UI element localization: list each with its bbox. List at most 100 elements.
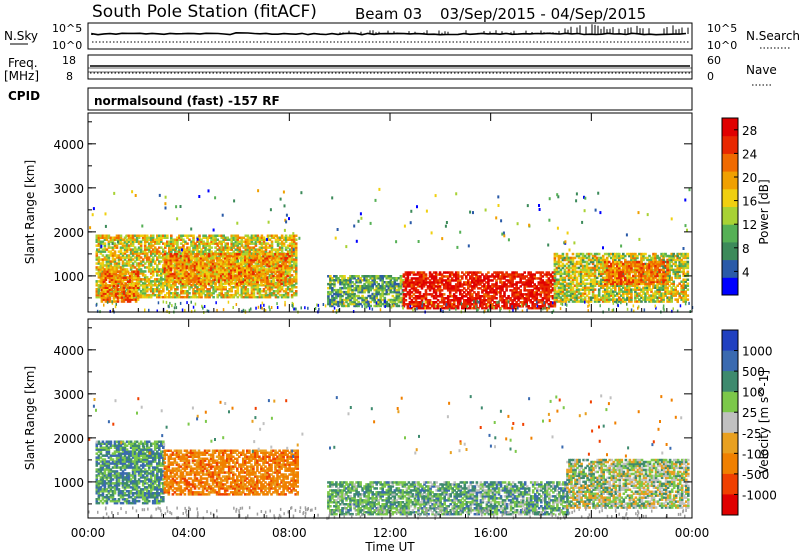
heatmap-cell: [515, 293, 518, 296]
heatmap-cell: [106, 294, 110, 297]
heatmap-cell: [190, 244, 193, 247]
heatmap-cell: [430, 275, 434, 278]
heatmap-cell: [567, 286, 571, 289]
heatmap-cell: [219, 260, 223, 264]
heatmap-cell: [139, 262, 143, 265]
heatmap-cell: [127, 260, 131, 263]
heatmap-cell: [97, 293, 101, 297]
heatmap-cell: [104, 272, 108, 276]
heatmap-cell: [511, 279, 514, 282]
heatmap-cell: [112, 284, 116, 287]
heatmap-cell: [430, 285, 434, 288]
heatmap-cell: [539, 277, 543, 280]
heatmap-cell: [515, 303, 518, 306]
heatmap-cell: [260, 262, 263, 266]
heatmap-cell: [130, 272, 134, 276]
heatmap-cell: [151, 284, 155, 287]
heatmap-cell: [525, 285, 528, 288]
heatmap-cell: [149, 236, 153, 239]
heatmap-cell: [204, 256, 207, 259]
heatmap-cell: [553, 258, 557, 262]
heatmap-cell: [234, 286, 238, 289]
heatmap-cell: [193, 260, 197, 264]
heatmap-cell: [158, 246, 161, 249]
heatmap-cell: [186, 250, 189, 253]
heatmap-cell: [119, 258, 123, 261]
heatmap-cell: [280, 257, 283, 260]
heatmap-cell: [369, 304, 372, 308]
heatmap-cell: [418, 297, 422, 300]
heatmap-cell: [473, 306, 476, 310]
heatmap-cell: [173, 276, 177, 280]
heatmap-cell: [147, 260, 151, 263]
heatmap-cell: [266, 295, 270, 299]
heatmap-cell: [489, 285, 492, 288]
heatmap-cell: [331, 286, 334, 290]
heatmap-cell: [375, 304, 378, 308]
heatmap-cell: [196, 278, 199, 281]
heatmap-cell: [193, 272, 197, 276]
heatmap-cell: [274, 240, 278, 243]
heatmap-cell: [113, 266, 117, 269]
heatmap-cell: [254, 258, 257, 262]
heatmap-cell: [335, 275, 338, 278]
heatmap-cell: [537, 306, 541, 310]
heatmap-cell: [134, 298, 138, 301]
heatmap-cell: [517, 287, 520, 290]
heatmap-cell: [555, 294, 559, 297]
heatmap-cell: [106, 290, 110, 293]
heatmap-cell: [410, 291, 414, 294]
heatmap-cell: [228, 293, 231, 297]
heatmap-cell: [505, 305, 508, 308]
heatmap-cell: [469, 289, 472, 292]
heatmap-cell: [101, 236, 105, 239]
heatmap-cell: [97, 280, 101, 283]
heatmap-cell: [416, 273, 420, 276]
heatmap-cell: [176, 246, 179, 249]
heatmap-cell: [491, 303, 494, 306]
heatmap-cell: [228, 288, 231, 291]
heatmap-cell: [130, 276, 134, 280]
heatmap-cell: [166, 266, 169, 269]
heatmap-cell: [100, 300, 104, 303]
heatmap-cell: [151, 238, 155, 241]
heatmap-cell: [254, 280, 258, 283]
heatmap-cell: [182, 238, 185, 241]
heatmap-cell: [230, 286, 233, 289]
heatmap-cell: [493, 285, 496, 288]
heatmap-cell: [180, 292, 183, 295]
heatmap-cell: [553, 281, 557, 284]
heatmap-cell: [553, 268, 557, 272]
heatmap-cell: [248, 242, 252, 245]
heatmap-cell: [108, 298, 112, 301]
heatmap-cell: [288, 250, 292, 253]
heatmap-cell: [481, 295, 484, 298]
heatmap-cell: [347, 286, 350, 290]
heatmap-cell: [467, 287, 470, 290]
heatmap-cell: [115, 244, 119, 247]
heatmap-cell: [244, 248, 248, 251]
heatmap-cell: [105, 264, 109, 267]
heatmap-cell: [551, 283, 555, 286]
heatmap-cell: [553, 282, 557, 285]
heatmap-cell: [201, 262, 205, 266]
heatmap-cell: [158, 236, 161, 239]
heatmap-cell: [201, 282, 205, 286]
heatmap-cell: [99, 268, 103, 271]
heatmap-cell: [365, 281, 368, 284]
heatmap-cell: [292, 252, 296, 255]
heatmap-cell: [379, 279, 382, 282]
heatmap-cell: [147, 250, 151, 253]
heatmap-cell: [129, 252, 133, 255]
heatmap-cell: [256, 272, 259, 276]
heatmap-cell: [114, 292, 118, 295]
heatmap-cell: [117, 278, 121, 281]
heatmap-cell: [487, 275, 490, 278]
heatmap-cell: [220, 284, 223, 287]
heatmap-cell: [260, 278, 263, 282]
heatmap-cell: [256, 240, 260, 243]
heatmap-cell: [264, 250, 268, 253]
heatmap-cell: [557, 290, 561, 293]
heatmap-cell: [553, 284, 557, 287]
heatmap-cell: [188, 252, 191, 255]
